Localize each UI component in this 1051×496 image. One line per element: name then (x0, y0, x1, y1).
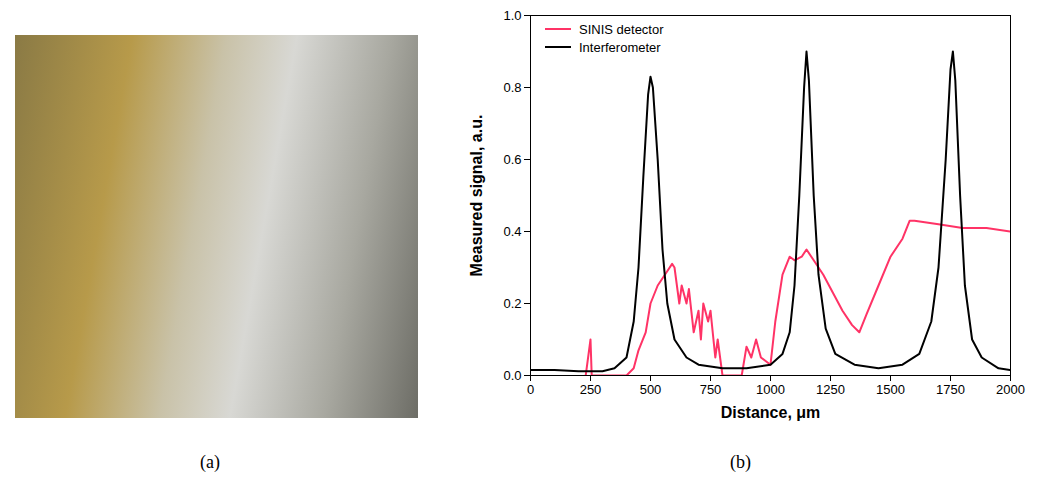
svg-text:1000: 1000 (756, 382, 785, 397)
svg-text:0.2: 0.2 (503, 296, 521, 311)
html-text:(a): (a) (200, 452, 220, 472)
svg-text:250: 250 (580, 382, 602, 397)
svg-text:2000: 2000 (996, 382, 1025, 397)
svg-text:500: 500 (640, 382, 662, 397)
svg-text:0: 0 (527, 382, 534, 397)
html-text:(b): (b) (730, 452, 751, 472)
svg-text:0.0: 0.0 (503, 368, 521, 383)
html-text:SINIS detector: SINIS detector (579, 21, 664, 37)
svg-text:750: 750 (700, 382, 722, 397)
svg-text:1250: 1250 (816, 382, 845, 397)
svg-text:Distance, μm: Distance, μm (721, 404, 821, 421)
svg-text:0.6: 0.6 (503, 152, 521, 167)
svg-text:0.8: 0.8 (503, 80, 521, 95)
svg-text:0.4: 0.4 (503, 224, 521, 239)
html-text:Interferometer: Interferometer (579, 39, 661, 55)
svg-text:1500: 1500 (876, 382, 905, 397)
svg-text:1.0: 1.0 (503, 8, 521, 23)
svg-text:1750: 1750 (936, 382, 965, 397)
svg-text:Measured signal, a.u.: Measured signal, a.u. (468, 115, 485, 277)
